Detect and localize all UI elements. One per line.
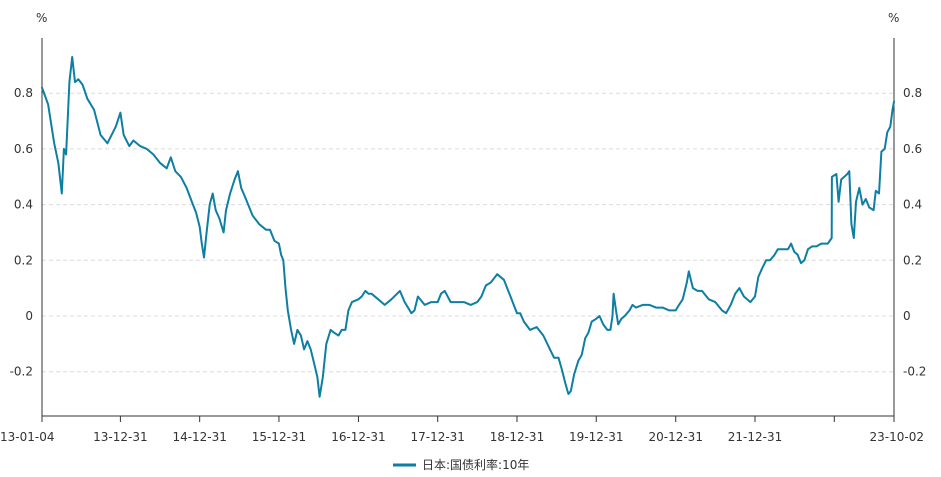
series-line	[41, 56, 895, 398]
y-tick-label-right: 0	[903, 309, 911, 323]
legend-label: 日本:国债利率:10年	[422, 457, 529, 472]
x-tick-label: 15-12-31	[252, 430, 306, 444]
axes: 0.8 0.8 0.6 0.6 0.4 0.4 0.2 0.2 0 0 -0.2 -0.2 13-01-…	[0, 38, 926, 444]
y-tick-label-right: 0.6	[903, 142, 922, 156]
y-tick-label-left: 0.8	[14, 86, 33, 100]
left-unit-label: %	[36, 11, 47, 25]
x-tick-label: 21-12-31	[728, 430, 782, 444]
x-tick-label: 19-12-31	[569, 430, 623, 444]
gridlines	[42, 92, 894, 373]
y-tick-label-right: 0.4	[903, 198, 922, 212]
series-layer	[41, 56, 895, 398]
y-tick-label-left: 0.4	[14, 198, 33, 212]
x-tick-label: 23-10-02	[870, 430, 924, 444]
x-tick-label: 14-12-31	[172, 430, 226, 444]
y-tick-label-right: -0.2	[903, 365, 926, 379]
x-tick-label: 17-12-31	[410, 430, 464, 444]
y-tick-label-left: -0.2	[10, 365, 33, 379]
y-tick-label-left: 0.6	[14, 142, 33, 156]
y-tick-label-right: 0.2	[903, 253, 922, 267]
legend[interactable]: 日本:国债利率:10年	[393, 457, 529, 472]
x-tick-label: 18-12-31	[490, 430, 544, 444]
y-tick-label-right: 0.8	[903, 86, 922, 100]
y-tick-label-left: 0.2	[14, 253, 33, 267]
x-tick-label: 20-12-31	[648, 430, 702, 444]
y-tick-label-left: 0	[25, 309, 33, 323]
x-tick-label: 13-01-04	[0, 430, 54, 444]
x-tick-label: 16-12-31	[331, 430, 385, 444]
x-tick-label: 13-12-31	[93, 430, 147, 444]
right-unit-label: %	[888, 11, 899, 25]
